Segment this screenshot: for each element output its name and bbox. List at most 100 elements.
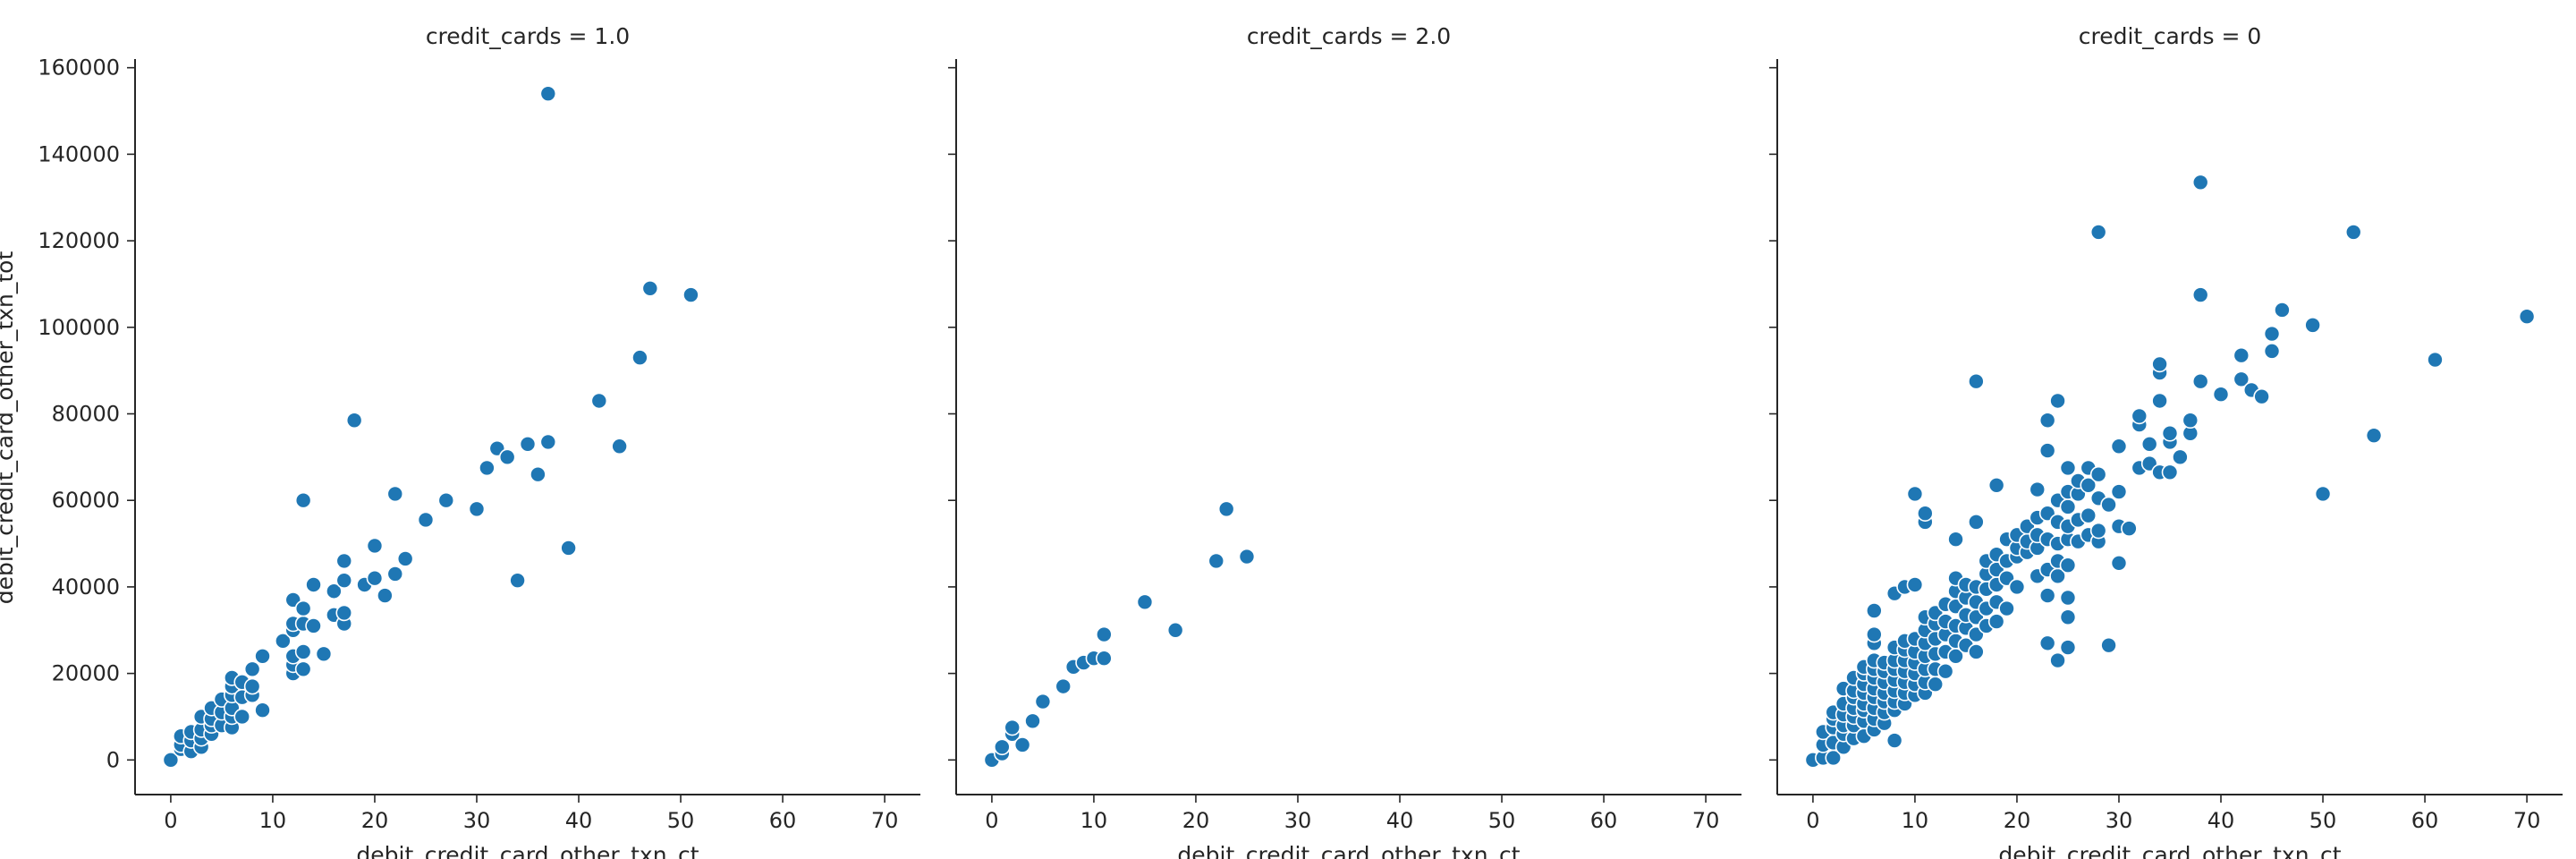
data-point (1885, 732, 1903, 749)
data-point (468, 500, 486, 518)
y-axis-title: debit_credit_card_other_txn_tot (0, 251, 18, 605)
data-point (2059, 557, 2077, 574)
x-axis-ticks: 0 10 20 30 40 50 60 70 (985, 795, 1719, 833)
data-point (305, 576, 322, 593)
data-point (1096, 650, 1113, 667)
data-point (2110, 483, 2128, 500)
data-point (519, 436, 537, 453)
x-tick-label: 40 (565, 808, 593, 833)
x-tick-label: 30 (1284, 808, 1312, 833)
x-tick-label: 10 (1080, 808, 1108, 833)
data-point (2151, 392, 2168, 410)
x-tick-label: 20 (361, 808, 389, 833)
data-point (2049, 651, 2066, 669)
x-tick-label: 0 (164, 808, 177, 833)
data-point (345, 412, 363, 430)
data-point (335, 604, 353, 622)
x-tick-label: 50 (2309, 808, 2337, 833)
data-point (1987, 476, 2005, 494)
data-point (1024, 712, 1041, 730)
data-point (305, 617, 322, 634)
data-point (539, 433, 557, 451)
data-point (1998, 600, 2015, 617)
data-point (2059, 589, 2077, 607)
data-point (1013, 736, 1031, 753)
x-axis-title: debit_credit_card_other_txn_ct (356, 842, 699, 859)
y-tick-label: 20000 (52, 661, 120, 686)
data-point (1004, 719, 1021, 736)
data-point (2161, 464, 2179, 481)
data-point (2059, 459, 2077, 477)
data-point (2161, 424, 2179, 442)
data-point (294, 600, 312, 617)
data-point (243, 660, 261, 678)
data-point (275, 633, 292, 650)
data-point (2233, 346, 2250, 364)
x-tick-label: 0 (1806, 808, 1819, 833)
data-point (1866, 625, 1883, 643)
x-tick-label: 20 (2004, 808, 2031, 833)
data-point (386, 566, 404, 583)
y-tick-label: 100000 (38, 315, 120, 340)
data-point (254, 702, 271, 719)
x-tick-label: 70 (2513, 808, 2541, 833)
data-point (1987, 613, 2005, 630)
data-point (1906, 576, 1924, 593)
x-tick-label: 40 (1386, 808, 1414, 833)
data-point (1968, 372, 1985, 390)
x-axis-ticks: 0 10 20 30 40 50 60 70 (164, 795, 898, 833)
data-point (994, 738, 1011, 756)
data-point (2100, 496, 2117, 514)
data-point (2304, 317, 2321, 334)
data-point (2038, 634, 2056, 652)
data-point (498, 448, 516, 466)
y-axis-ticks (1769, 66, 1777, 761)
data-point (1917, 505, 1934, 523)
data-point (437, 491, 455, 509)
scatter-points (162, 85, 699, 769)
x-axis-ticks: 0 10 20 30 40 50 60 70 (1806, 795, 2540, 833)
y-axis-ticks (948, 66, 956, 761)
data-point (2191, 372, 2209, 390)
y-axis-ticks: 0 20000 40000 60000 80000 100000 120000 140000 1… (38, 55, 135, 772)
x-tick-label: 70 (1692, 808, 1720, 833)
data-point (560, 540, 577, 557)
data-point (315, 645, 333, 663)
data-point (2110, 555, 2128, 572)
x-tick-label: 40 (2207, 808, 2235, 833)
data-point (254, 647, 271, 665)
data-point (2253, 387, 2270, 405)
data-point (243, 677, 261, 695)
data-point (2089, 224, 2107, 241)
data-point (1034, 693, 1052, 710)
y-tick-label: 120000 (38, 228, 120, 253)
data-point (1136, 593, 1154, 611)
data-point (2233, 370, 2250, 388)
data-point (2121, 520, 2138, 537)
x-tick-label: 30 (463, 808, 491, 833)
scatter-points (983, 500, 1256, 769)
y-tick-label: 0 (106, 747, 120, 772)
data-point (2344, 224, 2362, 241)
x-tick-label: 60 (769, 808, 797, 833)
data-point (1238, 548, 1256, 566)
data-point (2059, 639, 2077, 656)
data-point (2172, 448, 2189, 466)
x-tick-label: 50 (1488, 808, 1516, 833)
data-point (2518, 308, 2536, 326)
data-point (294, 643, 312, 660)
scatter-points (1804, 174, 2536, 769)
data-point (2080, 476, 2097, 494)
data-point (590, 392, 608, 410)
x-axis-title: debit_credit_card_other_txn_ct (1177, 842, 1520, 859)
data-point (377, 587, 394, 604)
data-point (294, 491, 312, 509)
data-point (386, 485, 404, 503)
data-point (2131, 407, 2148, 425)
data-point (2274, 302, 2291, 319)
y-tick-label: 40000 (52, 574, 120, 600)
data-point (1936, 662, 1954, 680)
data-point (1166, 621, 1184, 639)
